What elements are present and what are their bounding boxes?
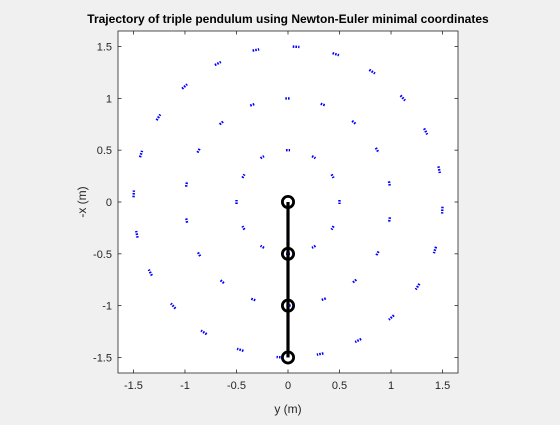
x-tick-label: 1.5: [435, 380, 450, 392]
y-tick-label: -1: [102, 301, 112, 313]
x-tick-label: 1: [388, 380, 394, 392]
trajectory-arc: [317, 353, 324, 354]
chart-title: Trajectory of triple pendulum using Newt…: [87, 12, 489, 26]
trajectory-arc: [438, 166, 439, 173]
x-axis-label: y (m): [274, 402, 301, 416]
x-tick-label: 0.5: [332, 380, 347, 392]
x-tick-label: 0: [285, 380, 291, 392]
y-tick-label: -1.5: [93, 352, 112, 364]
y-tick-label: -0.5: [93, 249, 112, 261]
y-tick-label: 0: [106, 197, 112, 209]
y-tick-label: 1: [106, 93, 112, 105]
x-tick-label: -0.5: [227, 380, 246, 392]
y-tick-label: 1.5: [97, 42, 112, 54]
y-axis-label: -x (m): [75, 186, 89, 217]
x-tick-label: -1.5: [124, 380, 143, 392]
y-tick-label: 0.5: [97, 145, 112, 157]
trajectory-arc: [253, 49, 260, 50]
trajectory-arc: [136, 231, 137, 238]
x-tick-label: -1: [180, 380, 190, 392]
